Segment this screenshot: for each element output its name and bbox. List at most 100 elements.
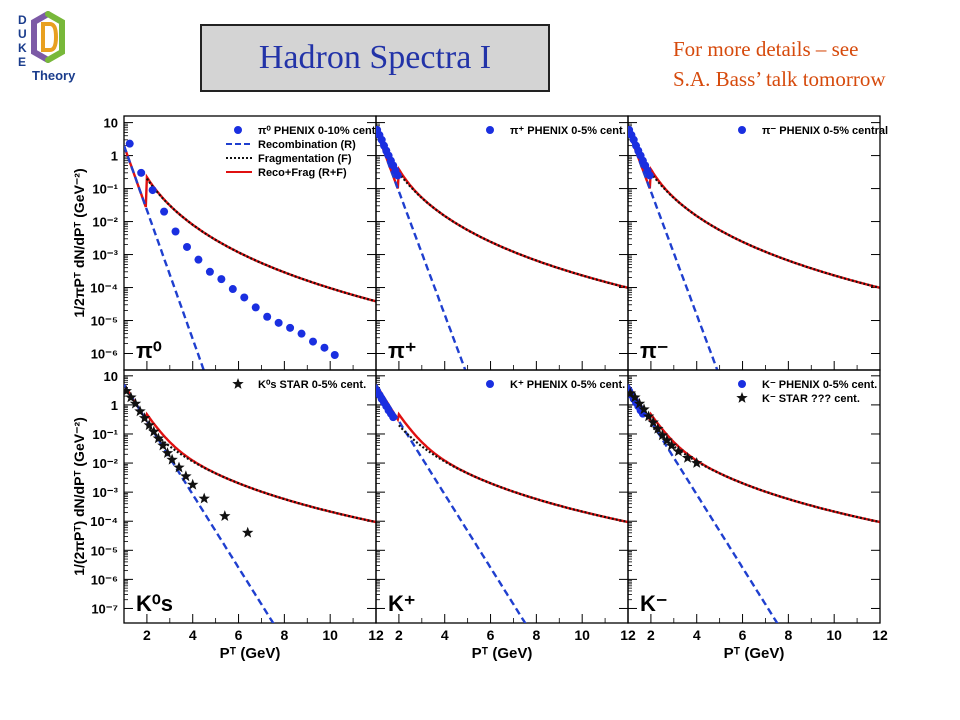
x-tick-label: 2 bbox=[143, 627, 151, 643]
legend-label: K⁻ STAR ??? cent. bbox=[762, 393, 860, 405]
y-tick-label: 10⁻⁴ bbox=[90, 281, 118, 296]
data-point bbox=[240, 293, 249, 302]
recombination-curve bbox=[628, 383, 779, 623]
note-line-2: S.A. Bass’ talk tomorrow bbox=[673, 67, 886, 91]
panel-5: 2 4 6 8 10 12 Pᵀ (GeV) K⁺ PHENIX 0-5% cent. K⁺ bbox=[375, 369, 636, 662]
fragmentation-curve bbox=[146, 177, 376, 303]
fragmentation-curve bbox=[650, 172, 880, 289]
fragmentation-curve bbox=[398, 424, 628, 524]
particle-label: K⁺ bbox=[388, 591, 416, 616]
x-tick-label: 2 bbox=[647, 627, 655, 643]
legend-label: π⁻ PHENIX 0-5% central bbox=[762, 125, 888, 137]
reco-frag-curve bbox=[628, 129, 880, 289]
legend-label: Reco+Frag (R+F) bbox=[258, 167, 347, 179]
legend-label: π⁰ PHENIX 0-10% cent. bbox=[258, 125, 378, 137]
legend-label: K⁺ PHENIX 0-5% cent. bbox=[510, 379, 625, 391]
particle-label: K⁰s bbox=[136, 591, 173, 616]
fragmentation-curve bbox=[398, 172, 628, 289]
x-tick-label: 6 bbox=[739, 627, 747, 643]
legend-label: Fragmentation (F) bbox=[258, 153, 352, 165]
data-star bbox=[219, 510, 231, 521]
panel-6: 2 4 6 8 10 12 Pᵀ (GeV) K⁻ PHENIX 0-5% cent. K⁻ S… bbox=[627, 369, 888, 662]
data2-star bbox=[665, 439, 678, 451]
data2-star bbox=[661, 434, 673, 446]
data-star bbox=[134, 405, 146, 417]
curves bbox=[376, 125, 628, 370]
data2-star bbox=[691, 457, 703, 468]
y-tick-label: 10 bbox=[104, 116, 118, 131]
y-tick-label: 10⁻² bbox=[92, 215, 118, 230]
data-point bbox=[320, 343, 329, 352]
y-tick-label: 10⁻³ bbox=[92, 485, 118, 500]
legend-marker bbox=[738, 126, 746, 134]
panel-4: 10 1 10⁻¹ 10⁻² 10⁻³ 10⁻⁴ 10⁻⁵ 10⁻⁶ 10⁻⁷ 2 4 6 8 10 12 P… bbox=[71, 369, 384, 662]
x-tick-label: 12 bbox=[368, 627, 384, 643]
y-tick-label: 10⁻¹ bbox=[92, 427, 118, 442]
data-point bbox=[194, 255, 203, 264]
curves bbox=[628, 383, 880, 623]
data-star bbox=[152, 432, 165, 444]
data-point bbox=[160, 207, 169, 216]
data-point bbox=[286, 323, 295, 332]
reco-frag-curve bbox=[124, 383, 376, 524]
y-tick-label: 10⁻⁵ bbox=[91, 314, 118, 329]
x-axis-label: Pᵀ (GeV) bbox=[724, 645, 785, 662]
data-star bbox=[180, 470, 192, 482]
data-star bbox=[148, 425, 160, 437]
data-point bbox=[330, 351, 339, 360]
curves bbox=[628, 125, 880, 370]
data-point bbox=[263, 312, 272, 321]
legend-label: K⁻ PHENIX 0-5% cent. bbox=[762, 379, 877, 391]
logo-letter-u: U bbox=[18, 27, 27, 41]
y-tick-label: 10⁻⁶ bbox=[91, 347, 118, 362]
data2-star bbox=[638, 403, 650, 415]
fragmentation-curve bbox=[146, 424, 376, 524]
duke-theory-logo: D U K E Theory bbox=[18, 11, 76, 83]
y-tick-label: 1 bbox=[111, 398, 118, 413]
panel-1: 10 1 10⁻¹ 10⁻² 10⁻³ 10⁻⁴ 10⁻⁵ 10⁻⁶ 1/2πPᵀ dN/dPᵀ… bbox=[71, 115, 378, 371]
data-point bbox=[125, 139, 134, 148]
data2-star bbox=[633, 397, 646, 409]
data-star bbox=[125, 391, 137, 403]
data2-star bbox=[681, 451, 694, 463]
y-tick-label: 10⁻¹ bbox=[92, 182, 118, 197]
reco-frag-curve bbox=[376, 383, 628, 524]
x-tick-label: 4 bbox=[441, 627, 449, 643]
legend-marker bbox=[738, 380, 746, 388]
legend-marker bbox=[736, 392, 748, 403]
data2-star bbox=[629, 391, 641, 403]
logo-inner-d bbox=[41, 22, 59, 52]
y-tick-label: 10⁻⁶ bbox=[91, 572, 118, 587]
x-axis-label: Pᵀ (GeV) bbox=[472, 645, 533, 662]
x-tick-label: 10 bbox=[322, 627, 338, 643]
particle-label: π⁺ bbox=[388, 338, 416, 363]
x-tick-label: 4 bbox=[693, 627, 701, 643]
legend-marker bbox=[234, 126, 242, 134]
slide-title: Hadron Spectra I bbox=[258, 39, 492, 76]
x-tick-label: 8 bbox=[532, 627, 540, 643]
particle-label: K⁻ bbox=[640, 591, 668, 616]
data-star bbox=[166, 453, 178, 465]
data-star bbox=[124, 385, 132, 396]
particle-label: π⁰ bbox=[136, 338, 162, 363]
data-star bbox=[161, 447, 174, 458]
data-star bbox=[242, 526, 254, 538]
x-tick-label: 8 bbox=[280, 627, 288, 643]
data-point bbox=[228, 285, 237, 294]
data-point bbox=[217, 275, 226, 284]
data-star bbox=[143, 419, 155, 431]
x-tick-label: 10 bbox=[826, 627, 842, 643]
data-point bbox=[183, 242, 191, 251]
data-star bbox=[187, 478, 199, 490]
data-star bbox=[138, 412, 151, 423]
legend-marker bbox=[232, 378, 244, 389]
note-line-1: For more details – see bbox=[673, 37, 859, 61]
data-star bbox=[173, 461, 185, 473]
legend-label: Recombination (R) bbox=[258, 139, 356, 151]
y-tick-label: 10⁻⁵ bbox=[91, 543, 118, 558]
x-tick-label: 12 bbox=[872, 627, 888, 643]
data-point bbox=[389, 413, 398, 422]
data-star bbox=[129, 397, 142, 409]
data-star bbox=[157, 439, 169, 451]
